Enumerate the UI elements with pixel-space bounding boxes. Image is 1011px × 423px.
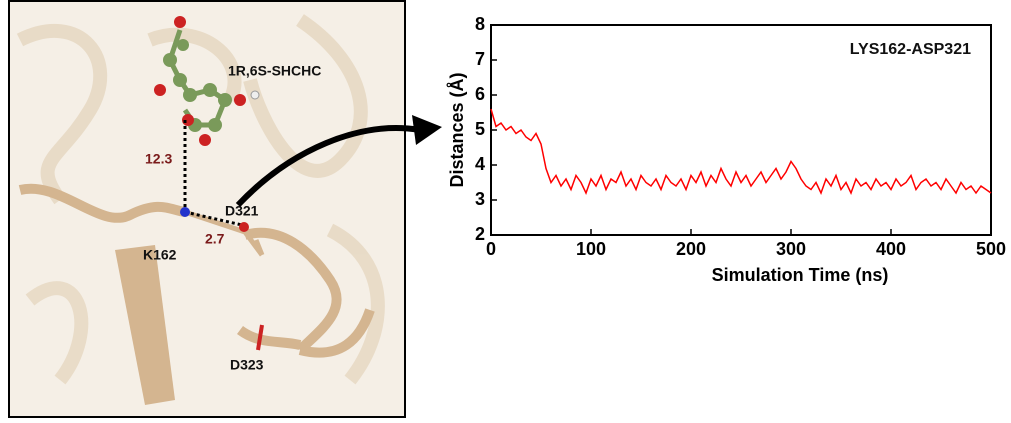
residue-label: D323 xyxy=(230,357,264,373)
structure-panel: 1R,6S-SHCHC 12.3 2.7 K162 D321 D323 xyxy=(8,0,406,418)
residue-label: D321 xyxy=(225,203,259,219)
arrow-head xyxy=(412,115,442,145)
beta-strand xyxy=(115,245,175,405)
data-line xyxy=(490,108,992,195)
x-tick-label: 200 xyxy=(676,239,706,259)
arrow xyxy=(235,125,421,208)
y-axis-label: Distances (Å) xyxy=(447,72,467,187)
y-tick-label: 2 xyxy=(475,224,485,244)
nitrogen xyxy=(180,207,190,217)
ribbons-fg xyxy=(18,183,375,358)
chart: Simulation Time (ns) Distances (Å) 2 3 4 5 6… xyxy=(447,14,1006,285)
distance-label: 2.7 xyxy=(205,231,225,247)
y-tick-label: 5 xyxy=(475,119,485,139)
y-tick-label: 8 xyxy=(475,14,485,34)
y-tick-label: 4 xyxy=(475,154,485,174)
x-tick-label: 400 xyxy=(876,239,906,259)
y-tick-label: 6 xyxy=(475,84,485,104)
d323-side-chain xyxy=(256,324,264,351)
ribbons-bg xyxy=(16,14,385,385)
legend-label: LYS162-ASP321 xyxy=(850,41,971,58)
ligand-label: 1R,6S-SHCHC xyxy=(228,63,321,79)
x-tick-label: 500 xyxy=(976,239,1006,259)
side-chain xyxy=(184,209,265,257)
oxygen xyxy=(239,222,249,232)
y-tick-label: 3 xyxy=(475,189,485,209)
x-tick-label: 300 xyxy=(776,239,806,259)
x-tick-label: 100 xyxy=(576,239,606,259)
x-axis-label: Simulation Time (ns) xyxy=(712,265,889,285)
residue-label: K162 xyxy=(143,247,177,263)
ligand xyxy=(154,16,260,146)
distance-label: 12.3 xyxy=(145,151,172,167)
y-tick-label: 7 xyxy=(475,49,485,69)
distance-lines xyxy=(183,120,243,227)
x-tick-label: 0 xyxy=(486,239,496,259)
